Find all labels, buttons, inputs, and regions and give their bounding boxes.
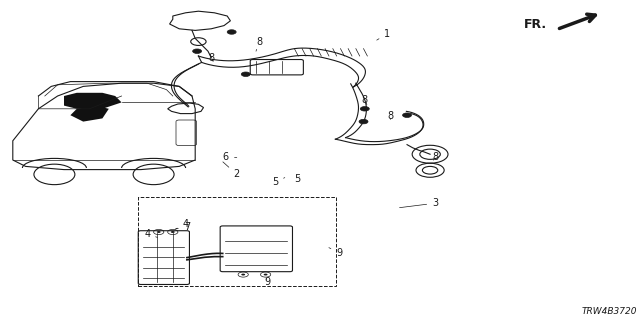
Circle shape <box>360 107 369 111</box>
Text: 5: 5 <box>294 174 301 184</box>
Text: 9: 9 <box>264 277 271 287</box>
Text: 5: 5 <box>272 177 285 188</box>
Text: TRW4B3720: TRW4B3720 <box>581 307 637 316</box>
Circle shape <box>157 231 161 233</box>
Text: 8: 8 <box>387 111 394 121</box>
Text: 1: 1 <box>377 28 390 40</box>
Text: 8: 8 <box>362 95 368 105</box>
Text: 9: 9 <box>329 248 342 258</box>
Text: 7: 7 <box>176 221 190 232</box>
Circle shape <box>171 231 175 233</box>
Text: 8: 8 <box>208 52 214 63</box>
Text: 6: 6 <box>223 152 237 163</box>
Polygon shape <box>64 93 122 109</box>
Polygon shape <box>70 106 109 122</box>
Text: 2: 2 <box>223 162 240 180</box>
Text: 4: 4 <box>175 219 189 229</box>
Circle shape <box>359 119 368 124</box>
Text: FR.: FR. <box>524 18 547 30</box>
Text: 3: 3 <box>399 198 438 208</box>
Circle shape <box>241 72 250 76</box>
Bar <box>138 197 336 286</box>
Circle shape <box>193 49 202 53</box>
Circle shape <box>264 274 268 276</box>
Text: 8: 8 <box>432 152 438 162</box>
Text: 8: 8 <box>256 36 262 51</box>
Text: 4: 4 <box>144 228 157 239</box>
Circle shape <box>241 274 245 276</box>
Circle shape <box>403 113 412 117</box>
Circle shape <box>227 30 236 34</box>
